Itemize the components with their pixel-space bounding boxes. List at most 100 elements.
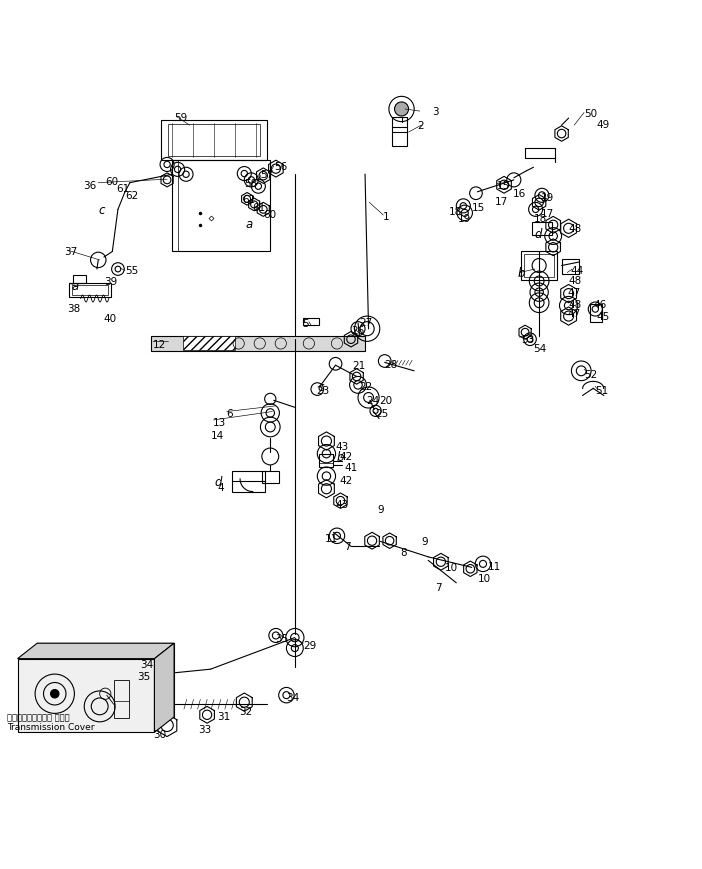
Text: 54: 54 xyxy=(534,344,547,354)
Text: 6: 6 xyxy=(227,408,233,419)
Bar xyxy=(392,117,407,147)
Text: 35: 35 xyxy=(138,672,151,681)
Bar xyxy=(562,259,579,275)
Text: 17: 17 xyxy=(495,196,508,207)
Text: 15: 15 xyxy=(496,181,510,190)
Text: 53: 53 xyxy=(521,335,534,345)
Bar xyxy=(232,471,265,492)
Text: 42: 42 xyxy=(340,475,353,485)
Text: 61: 61 xyxy=(116,184,129,194)
Text: 52: 52 xyxy=(584,370,597,380)
Text: 62: 62 xyxy=(242,195,256,204)
Text: 10: 10 xyxy=(445,563,458,573)
Text: 5: 5 xyxy=(302,319,308,328)
Text: 7: 7 xyxy=(344,541,350,552)
Bar xyxy=(262,471,279,483)
Polygon shape xyxy=(151,336,365,352)
Bar xyxy=(303,319,319,326)
Text: 10: 10 xyxy=(477,574,491,583)
Circle shape xyxy=(51,690,59,698)
Text: b: b xyxy=(337,450,345,463)
Text: 26: 26 xyxy=(351,326,364,335)
Text: b: b xyxy=(518,267,526,280)
Text: 42: 42 xyxy=(340,452,353,462)
Text: 50: 50 xyxy=(584,109,597,119)
Text: 18: 18 xyxy=(534,215,547,224)
Bar xyxy=(73,275,86,284)
Text: 13: 13 xyxy=(213,418,226,428)
Text: Transmission Cover: Transmission Cover xyxy=(7,722,95,732)
Text: 33: 33 xyxy=(198,724,211,734)
Text: 18: 18 xyxy=(449,207,463,216)
Text: 28: 28 xyxy=(385,360,398,369)
Text: a: a xyxy=(72,279,79,292)
Text: 12: 12 xyxy=(153,340,166,349)
Bar xyxy=(72,286,108,295)
Text: 47: 47 xyxy=(567,308,581,319)
Circle shape xyxy=(395,103,409,116)
Text: d: d xyxy=(535,229,543,242)
Text: 9: 9 xyxy=(377,505,383,514)
Text: 8: 8 xyxy=(400,547,406,557)
Bar xyxy=(590,305,602,322)
Text: 60: 60 xyxy=(105,177,119,187)
Text: 47: 47 xyxy=(567,288,581,298)
Bar xyxy=(183,337,235,351)
Text: 16: 16 xyxy=(512,189,526,199)
Text: 29: 29 xyxy=(303,640,317,650)
Polygon shape xyxy=(37,643,174,717)
Text: 27: 27 xyxy=(359,317,373,328)
Text: 23: 23 xyxy=(316,386,329,396)
Text: 19: 19 xyxy=(541,193,554,202)
Text: 58: 58 xyxy=(244,178,258,189)
Text: d: d xyxy=(214,475,222,488)
Text: 34: 34 xyxy=(286,693,300,702)
Text: a: a xyxy=(246,217,253,230)
Text: 15: 15 xyxy=(472,203,485,213)
Polygon shape xyxy=(18,643,174,659)
Text: 43: 43 xyxy=(336,500,349,509)
Text: 60: 60 xyxy=(263,210,277,220)
Text: 57: 57 xyxy=(260,170,273,180)
Text: c: c xyxy=(317,381,324,394)
Bar xyxy=(114,680,129,719)
Bar xyxy=(161,121,267,161)
Text: トランスミッション カバー: トランスミッション カバー xyxy=(7,713,69,721)
Text: 1: 1 xyxy=(383,212,389,222)
Bar xyxy=(524,255,554,277)
Text: 7: 7 xyxy=(435,582,442,593)
Text: 56: 56 xyxy=(274,162,287,172)
Bar xyxy=(69,284,111,298)
Bar xyxy=(521,252,557,280)
Text: 61: 61 xyxy=(253,203,266,213)
Text: 62: 62 xyxy=(125,191,138,201)
Text: 34: 34 xyxy=(140,660,154,669)
Text: 51: 51 xyxy=(595,386,609,396)
Text: 36: 36 xyxy=(83,181,96,190)
Text: 43: 43 xyxy=(336,441,349,451)
Text: 2: 2 xyxy=(418,121,424,131)
Text: 24: 24 xyxy=(366,396,380,406)
Text: 17: 17 xyxy=(541,209,554,219)
Polygon shape xyxy=(154,643,174,733)
Text: 41: 41 xyxy=(344,462,357,473)
Text: 19: 19 xyxy=(458,214,471,223)
Text: 31: 31 xyxy=(218,712,231,721)
Text: 46: 46 xyxy=(593,300,607,309)
Text: 22: 22 xyxy=(359,381,373,392)
Text: 38: 38 xyxy=(67,303,80,314)
Text: 59: 59 xyxy=(174,113,187,123)
Text: 48: 48 xyxy=(569,224,582,234)
Text: 35: 35 xyxy=(275,633,289,643)
Text: 14: 14 xyxy=(211,431,224,441)
Text: 39: 39 xyxy=(104,276,117,287)
Bar xyxy=(172,161,270,252)
Bar xyxy=(18,659,154,733)
Text: 20: 20 xyxy=(379,396,392,406)
Text: 40: 40 xyxy=(104,314,117,324)
Text: 48: 48 xyxy=(569,300,582,309)
Text: 48: 48 xyxy=(569,275,582,285)
Text: 3: 3 xyxy=(432,107,438,117)
Text: c: c xyxy=(98,203,105,216)
Text: 30: 30 xyxy=(153,730,166,740)
